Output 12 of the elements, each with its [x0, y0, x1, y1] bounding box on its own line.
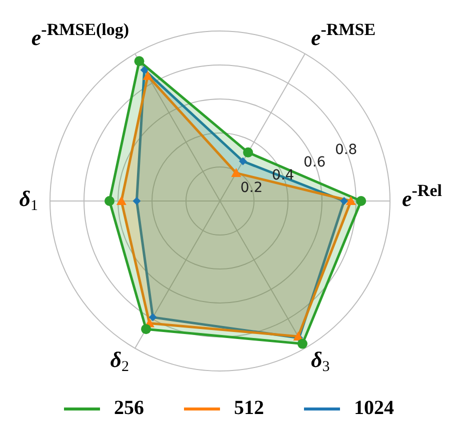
- legend-label: 256: [114, 397, 144, 420]
- spoke-label: e$^{-Rel}$: [402, 180, 442, 212]
- legend-label: 512: [234, 397, 264, 420]
- y-tick-label: 0.8: [334, 142, 358, 158]
- spoke-label: δ$_{1}$: [19, 186, 38, 214]
- spoke-label: e$^{-RMSE(log)}$: [31, 20, 129, 50]
- y-tick-label: 0.2: [240, 180, 263, 196]
- legend-label: 1024: [354, 397, 394, 420]
- y-tick-label: 0.6: [303, 154, 326, 171]
- spoke-label: δ$_{3}$: [311, 347, 330, 376]
- spoke-label: δ$_{2}$: [110, 347, 129, 376]
- spoke-label: e$^{-RMSE}$: [311, 20, 376, 50]
